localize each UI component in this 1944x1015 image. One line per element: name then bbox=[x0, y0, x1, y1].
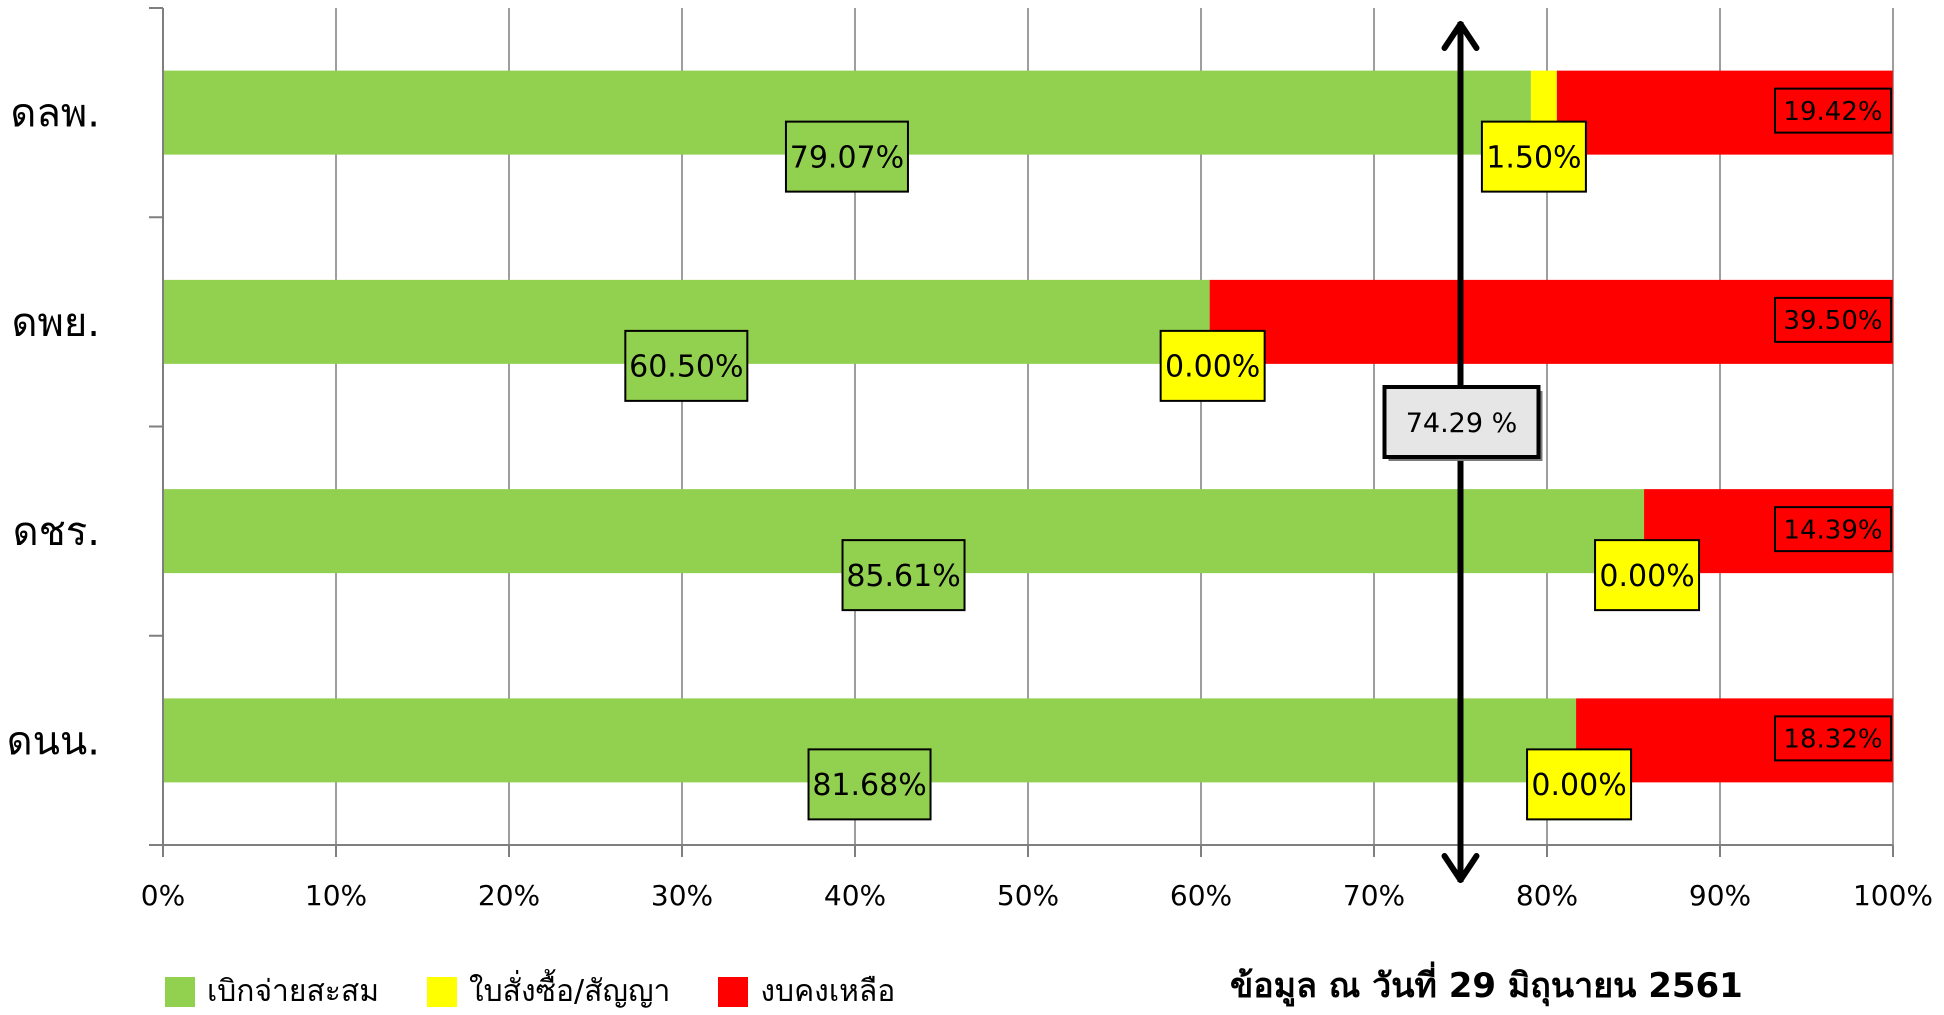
data-label: 79.07% bbox=[790, 140, 904, 175]
legend-swatch-disbursed bbox=[165, 976, 195, 1007]
reference-label: 74.29 % bbox=[1406, 408, 1518, 439]
data-label-box bbox=[784, 120, 909, 193]
x-tick-label: 80% bbox=[1516, 879, 1578, 912]
data-label: 18.32% bbox=[1783, 725, 1882, 755]
data-label-box bbox=[1774, 296, 1892, 343]
x-tick-label: 20% bbox=[478, 879, 540, 912]
category-label: ดชร. bbox=[13, 509, 100, 555]
data-labels: 79.07% 1.50% 19.42% 60.50% 0.00% 39.50% 85.61%… bbox=[624, 87, 1892, 821]
legend-item-remaining: งบคงเหลือ bbox=[718, 968, 895, 1015]
arrow-up-icon bbox=[1441, 21, 1480, 51]
legend-item-disbursed: เบิกจ่ายสะสม bbox=[165, 968, 379, 1015]
x-tick-label: 60% bbox=[1170, 879, 1232, 912]
data-label: 0.00% bbox=[1599, 559, 1694, 594]
data-label: 0.00% bbox=[1531, 768, 1626, 803]
x-tick-label: 50% bbox=[997, 879, 1059, 912]
data-label-box bbox=[1774, 715, 1892, 762]
data-label-box bbox=[807, 748, 932, 821]
x-tick-label: 10% bbox=[305, 879, 367, 912]
x-tick-label: 70% bbox=[1343, 879, 1405, 912]
x-tick-label: 100% bbox=[1853, 879, 1933, 912]
data-label: 14.39% bbox=[1783, 515, 1882, 545]
legend-label-purchase-order: ใบสั่งซื้อ/สัญญา bbox=[468, 974, 671, 1009]
legend-swatch-remaining bbox=[718, 976, 749, 1007]
data-label-box bbox=[1526, 748, 1633, 821]
legend: เบิกจ่ายสะสม ใบสั่งซื้อ/สัญญา งบคงเหลือ bbox=[165, 968, 943, 1015]
legend-label-disbursed: เบิกจ่ายสะสม bbox=[207, 974, 379, 1009]
data-label: 1.50% bbox=[1486, 140, 1581, 175]
category-label: ดนน. bbox=[7, 718, 100, 764]
data-label-box bbox=[1480, 120, 1587, 193]
x-tick-label: 30% bbox=[651, 879, 713, 912]
category-label: ดลพ. bbox=[10, 91, 100, 137]
data-label-box bbox=[1594, 539, 1701, 612]
axes: 0% 10% 20% 30% 40% 50% 60% 70% 80% 90% 100% ดลพ. ดพย… bbox=[7, 7, 1933, 912]
data-label: 39.50% bbox=[1783, 306, 1882, 336]
data-label: 19.42% bbox=[1783, 97, 1882, 127]
reference-line: 74.29 % bbox=[1382, 21, 1543, 883]
data-label: 81.68% bbox=[812, 768, 926, 803]
data-label-box bbox=[1159, 329, 1266, 402]
x-tick-label: 90% bbox=[1689, 879, 1751, 912]
legend-item-purchase-order: ใบสั่งซื้อ/สัญญา bbox=[426, 968, 671, 1015]
data-label-box bbox=[1774, 506, 1892, 553]
data-date-note: ข้อมูล ณ วันที่ 29 มิถุนายน 2561 bbox=[1230, 966, 1743, 1006]
data-label-box bbox=[841, 539, 966, 612]
data-label-box bbox=[624, 329, 749, 402]
legend-label-remaining: งบคงเหลือ bbox=[760, 974, 896, 1009]
data-label: 60.50% bbox=[629, 350, 743, 385]
x-tick-label: 0% bbox=[141, 879, 185, 912]
data-label: 0.00% bbox=[1165, 350, 1260, 385]
category-label: ดพย. bbox=[12, 300, 101, 346]
data-label: 85.61% bbox=[846, 559, 960, 594]
legend-swatch-purchase-order bbox=[426, 976, 457, 1007]
data-label-box bbox=[1774, 87, 1892, 134]
reference-label-box bbox=[1382, 385, 1541, 459]
x-tick-label: 40% bbox=[824, 879, 886, 912]
arrow-down-icon bbox=[1441, 853, 1480, 883]
bar-chart: 0% 10% 20% 30% 40% 50% 60% 70% 80% 90% 100% ดลพ. ดพย… bbox=[7, 7, 1933, 912]
